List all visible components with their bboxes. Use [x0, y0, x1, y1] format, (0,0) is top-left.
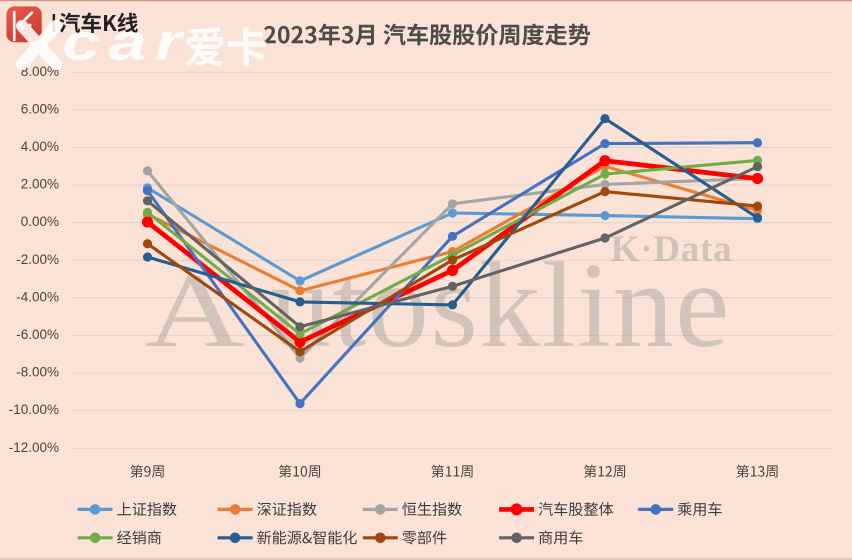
- svg-text:-12.00%: -12.00%: [9, 440, 59, 455]
- svg-text:-4.00%: -4.00%: [16, 289, 59, 304]
- svg-text:6.00%: 6.00%: [21, 101, 59, 116]
- svg-text:0.00%: 0.00%: [21, 214, 59, 229]
- svg-text:-8.00%: -8.00%: [16, 365, 59, 380]
- svg-text:4.00%: 4.00%: [21, 139, 59, 154]
- svg-text:-6.00%: -6.00%: [16, 327, 59, 342]
- svg-text:-10.00%: -10.00%: [9, 402, 59, 417]
- svg-text:car: car: [62, 13, 190, 70]
- svg-text:8.00%: 8.00%: [21, 64, 59, 79]
- svg-text:2.00%: 2.00%: [21, 177, 59, 192]
- svg-text:-2.00%: -2.00%: [16, 252, 59, 267]
- svg-text:K·Data: K·Data: [611, 229, 733, 270]
